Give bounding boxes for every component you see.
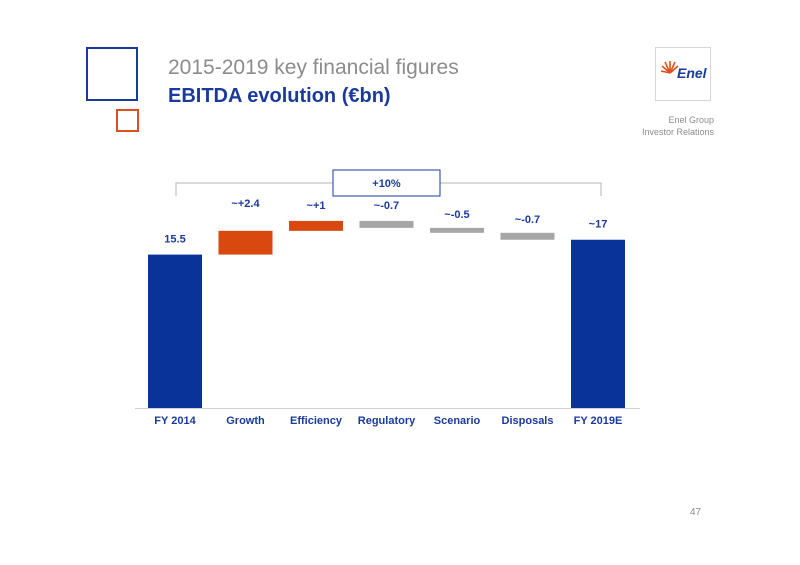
value-label-1: ~+2.4 (231, 198, 260, 210)
slide-title: EBITDA evolution (€bn) (168, 85, 391, 107)
value-label-4: ~-0.5 (444, 209, 469, 221)
category-label-3: Regulatory (358, 415, 416, 427)
page-number: 47 (690, 507, 702, 518)
value-label-0: 15.5 (164, 234, 185, 246)
value-label-6: ~17 (589, 219, 608, 231)
category-label-4: Scenario (434, 415, 481, 427)
bar-5 (500, 232, 555, 240)
bar-0 (148, 254, 202, 408)
value-label-3: ~-0.7 (374, 200, 399, 212)
enel-logo-icon (660, 61, 679, 74)
bar-6 (571, 239, 625, 408)
value-label-5: ~-0.7 (515, 214, 540, 226)
category-label-0: FY 2014 (154, 415, 196, 427)
bar-4 (430, 227, 484, 233)
growth-annotation: +10% (372, 178, 401, 190)
bar-1 (218, 230, 273, 255)
growth-badge (332, 169, 441, 197)
bar-2 (289, 220, 343, 231)
enel-logo: Enel (655, 47, 711, 101)
logo-text: Enel (677, 65, 707, 81)
category-label-6: FY 2019E (574, 415, 623, 427)
decorative-orange-square (116, 109, 139, 132)
slide-subtitle: 2015-2019 key financial figures (168, 56, 459, 79)
category-label-2: Efficiency (290, 415, 343, 427)
category-label-1: Growth (226, 415, 265, 427)
group-department: Investor Relations (641, 127, 714, 137)
decorative-blue-square (86, 47, 138, 101)
group-name: Enel Group (668, 115, 714, 125)
value-label-2: ~+1 (307, 200, 326, 212)
category-label-5: Disposals (502, 415, 554, 427)
bar-3 (359, 220, 414, 228)
